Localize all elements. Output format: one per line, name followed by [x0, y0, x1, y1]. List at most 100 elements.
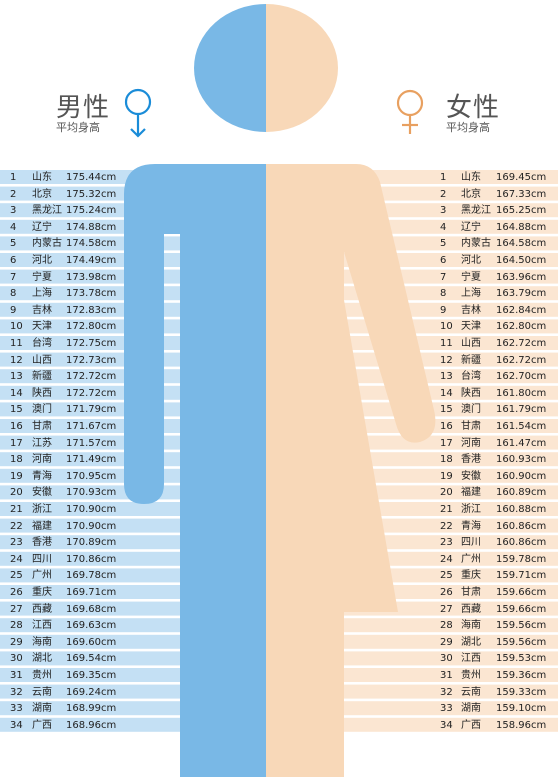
female-table-row: 13 台湾 162.70cm — [0, 369, 558, 384]
female-table-row: 11 山西 162.72cm — [0, 336, 558, 351]
male-region: 福建 — [32, 520, 52, 532]
male-value: 169.71cm — [66, 587, 117, 598]
male-value: 170.90cm — [66, 520, 117, 532]
female-region: 上海 — [461, 288, 481, 300]
female-region: 福建 — [461, 487, 481, 499]
female-table-row: 1 山东 169.45cm — [0, 170, 558, 185]
female-region: 内蒙古 — [461, 238, 491, 250]
male-value: 175.44cm — [66, 172, 117, 183]
male-table-row: 33 湖南 168.99cm — [0, 701, 558, 716]
male-table-row: 22 福建 170.90cm — [0, 519, 558, 534]
male-rank: 26 — [10, 587, 23, 598]
female-region: 贵州 — [461, 670, 481, 681]
male-value: 169.24cm — [66, 686, 117, 698]
female-rank: 32 — [440, 686, 453, 698]
gender-symbols — [124, 88, 424, 138]
female-region: 澳门 — [461, 404, 481, 416]
female-table-row: 29 湖北 159.56cm — [0, 635, 558, 650]
male-table-row: 5 内蒙古 174.58cm — [0, 236, 558, 251]
female-table-row: 3 黑龙江 165.25cm — [0, 203, 558, 218]
female-region: 湖南 — [461, 703, 481, 715]
female-rank: 4 — [440, 221, 447, 233]
male-value: 170.89cm — [66, 537, 117, 549]
female-table-row: 14 陕西 161.80cm — [0, 386, 558, 401]
male-rank: 21 — [10, 504, 23, 515]
male-rank: 14 — [10, 387, 23, 399]
male-value: 172.72cm — [66, 371, 117, 383]
male-table-row: 32 云南 169.24cm — [0, 685, 558, 700]
male-region: 台湾 — [32, 338, 52, 349]
female-table-row: 18 香港 160.93cm — [0, 452, 558, 467]
female-value: 159.10cm — [496, 703, 547, 715]
female-region: 四川 — [461, 537, 481, 549]
male-table-row: 26 重庆 169.71cm — [0, 585, 558, 600]
female-rank: 9 — [440, 304, 447, 316]
male-region: 西藏 — [32, 603, 52, 615]
male-region: 湖南 — [32, 703, 52, 715]
female-rank: 18 — [440, 454, 453, 466]
male-value: 174.88cm — [66, 221, 117, 233]
female-value: 164.88cm — [496, 221, 547, 233]
male-rank: 8 — [10, 288, 17, 300]
female-region: 河南 — [461, 437, 481, 449]
female-region: 广西 — [461, 719, 481, 731]
female-table-row: 4 辽宁 164.88cm — [0, 220, 558, 235]
female-table-row: 21 浙江 160.88cm — [0, 502, 558, 517]
male-region: 吉林 — [32, 304, 52, 316]
female-table-row: 34 广西 158.96cm — [0, 718, 558, 733]
male-region: 天津 — [32, 321, 52, 333]
female-rank: 22 — [440, 520, 453, 532]
female-rank: 20 — [440, 487, 453, 499]
male-table-row: 12 山西 172.73cm — [0, 353, 558, 368]
female-region: 重庆 — [461, 570, 481, 582]
female-region: 西藏 — [461, 603, 481, 615]
female-region: 甘肃 — [461, 421, 481, 432]
male-rank: 28 — [10, 620, 23, 632]
female-value: 162.72cm — [496, 338, 547, 349]
female-table-row: 8 上海 163.79cm — [0, 286, 558, 301]
female-table-row: 20 福建 160.89cm — [0, 485, 558, 500]
male-region: 山西 — [32, 354, 52, 366]
male-rank: 18 — [10, 454, 23, 466]
female-value: 161.79cm — [496, 404, 547, 416]
male-region: 贵州 — [32, 670, 52, 681]
male-rank: 22 — [10, 520, 23, 532]
female-value: 158.96cm — [496, 719, 547, 731]
female-table-row: 6 河北 164.50cm — [0, 253, 558, 268]
female-table-row: 19 安徽 160.90cm — [0, 469, 558, 484]
male-region: 上海 — [32, 288, 52, 300]
male-value: 168.99cm — [66, 703, 117, 715]
male-table-row: 18 河南 171.49cm — [0, 452, 558, 467]
male-rank: 15 — [10, 404, 23, 416]
female-value: 159.66cm — [496, 603, 547, 615]
female-value: 160.88cm — [496, 504, 547, 515]
female-value: 169.45cm — [496, 172, 547, 183]
female-value: 162.80cm — [496, 321, 547, 333]
male-table-row: 14 陕西 172.72cm — [0, 386, 558, 401]
female-value: 162.84cm — [496, 304, 547, 316]
male-region: 黑龙江 — [32, 205, 62, 217]
male-table-row: 31 贵州 169.35cm — [0, 668, 558, 683]
male-value: 175.32cm — [66, 188, 117, 200]
male-rank: 17 — [10, 437, 23, 449]
male-region: 广西 — [32, 719, 52, 731]
male-body — [124, 164, 266, 777]
male-rank: 6 — [10, 255, 17, 266]
male-symbol-icon — [124, 88, 152, 138]
female-region: 山东 — [461, 172, 481, 183]
male-region: 甘肃 — [32, 421, 52, 432]
female-region: 北京 — [461, 188, 481, 200]
male-table-row: 10 天津 172.80cm — [0, 319, 558, 334]
female-rank: 25 — [440, 570, 453, 582]
female-table-row: 15 澳门 161.79cm — [0, 402, 558, 417]
female-region: 江西 — [461, 653, 481, 665]
male-value: 171.79cm — [66, 404, 117, 416]
female-value: 163.96cm — [496, 271, 547, 283]
female-rank: 15 — [440, 404, 453, 416]
male-rank: 29 — [10, 636, 23, 648]
male-table-row: 19 青海 170.95cm — [0, 469, 558, 484]
male-table-row: 1 山东 175.44cm — [0, 170, 558, 185]
female-region: 香港 — [461, 454, 481, 466]
female-rank: 5 — [440, 238, 447, 250]
female-value: 164.58cm — [496, 238, 547, 250]
